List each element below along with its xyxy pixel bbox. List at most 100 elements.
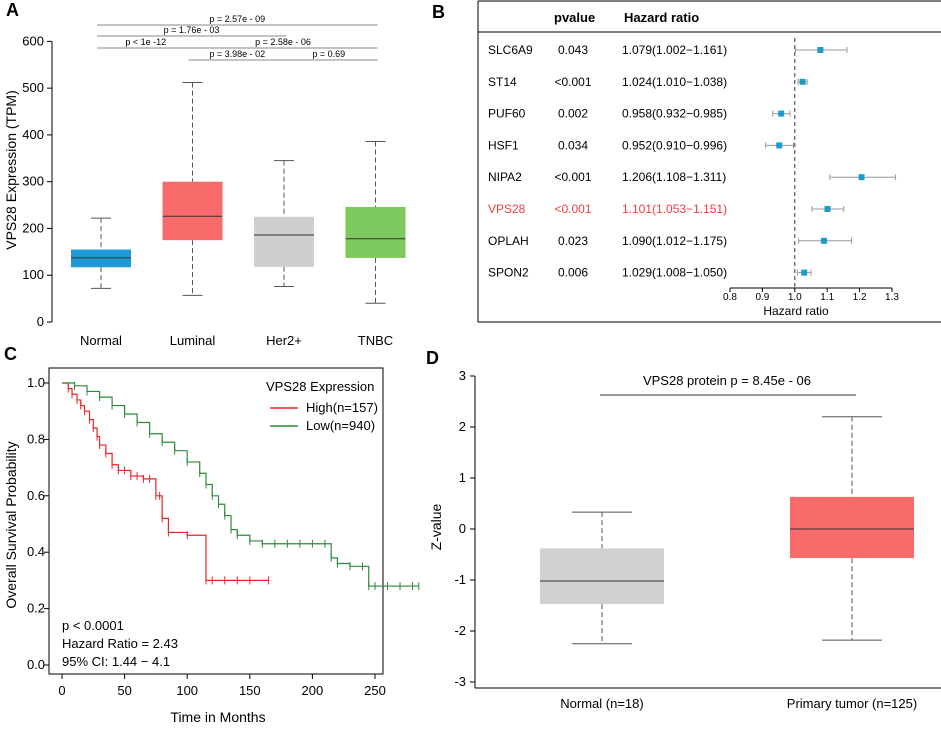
panel-a-ytick-label: 600 — [22, 33, 44, 48]
km-plot-frame — [48, 367, 384, 675]
forest-hr-text: 1.024(1.010−1.038) — [622, 75, 727, 89]
forest-pvalue: 0.034 — [558, 138, 588, 152]
km-ytick-label: 0.0 — [27, 657, 45, 672]
panel-a-ytick-label: 200 — [22, 220, 44, 235]
forest-hr-marker — [776, 142, 783, 149]
forest-xtick-label: 1.0 — [788, 292, 802, 303]
significance-label: p = 3.98e - 02 — [209, 49, 265, 59]
forest-xtick-label: 1.3 — [885, 292, 899, 303]
km-ytick-label: 0.4 — [27, 544, 45, 559]
forest-hr-marker — [820, 237, 827, 244]
significance-label: p = 2.57e - 09 — [209, 14, 265, 24]
forest-pvalue: 0.006 — [558, 266, 588, 280]
panel-a-boxplot: VPS28 Expression (TPM) 0 100 200 300 400 500 6… — [3, 14, 406, 348]
box-tnbc — [345, 206, 406, 258]
forest-hr-marker — [799, 78, 806, 85]
forest-hr-marker — [817, 47, 824, 53]
forest-xtick-label: 0.8 — [723, 292, 737, 303]
panel-b-forest: pvalue Hazard ratio Hazard ratio 0.8 0.9 1… — [477, 0, 941, 323]
km-xtick-label: 250 — [364, 683, 386, 698]
panel-d-ytick-label: 1 — [459, 470, 466, 485]
forest-hr-marker — [778, 110, 785, 117]
forest-hr-text: 1.079(1.002−1.161) — [622, 43, 727, 57]
km-curve-high — [62, 382, 269, 581]
panel-a-ytick-label: 500 — [22, 80, 44, 95]
forest-gene-label: HSF1 — [488, 138, 519, 152]
box-primary-tumor — [790, 496, 914, 559]
forest-xtick-label: 1.2 — [853, 292, 867, 303]
forest-hr-text: 1.090(1.012−1.175) — [622, 234, 727, 248]
forest-hr-marker — [824, 206, 831, 212]
panel-d-ytick-label: -3 — [454, 674, 466, 689]
significance-label: p = 0.69 — [312, 49, 345, 59]
forest-header-hr: Hazard ratio — [624, 10, 699, 25]
forest-hr-text: 1.029(1.008−1.050) — [622, 266, 727, 280]
panel-a-ylabel: VPS28 Expression (TPM) — [3, 90, 19, 250]
forest-xlabel: Hazard ratio — [763, 304, 829, 318]
panel-d-boxplot: Z-value VPS28 protein p = 8.45e - 06 3 2 1… — [428, 368, 941, 711]
significance-label: p < 1e -12 — [125, 37, 166, 47]
panel-a-ytick-label: 400 — [22, 127, 44, 142]
km-legend-label: Low(n=940) — [306, 418, 375, 433]
forest-pvalue: <0.001 — [554, 170, 591, 184]
km-ytick-label: 1.0 — [27, 375, 45, 390]
forest-hr-marker — [858, 174, 865, 181]
panel-a-ytick-label: 300 — [22, 174, 44, 189]
km-annotation-ci: 95% CI: 1.44 − 4.1 — [62, 654, 170, 669]
panel-a-xtick-label: Luminal — [170, 333, 216, 348]
panel-a-xtick-label: Her2+ — [266, 333, 302, 348]
panel-d-xtick-label: Normal (n=18) — [560, 696, 643, 711]
km-xtick-label: 0 — [58, 683, 65, 698]
forest-pvalue: 0.023 — [558, 234, 588, 248]
km-xtick-label: 100 — [176, 683, 198, 698]
forest-pvalue: <0.001 — [554, 202, 591, 216]
panel-d-ytick-label: 2 — [459, 419, 466, 434]
panel-d-xtick-label: Primary tumor (n=125) — [787, 696, 917, 711]
forest-hr-text: 0.952(0.910−0.996) — [622, 138, 727, 152]
panel-d-ytick-label: 3 — [459, 368, 466, 383]
panel-d-ytick-label: 0 — [459, 521, 466, 536]
km-annotation-p: p < 0.0001 — [62, 618, 124, 633]
km-legend-label: High(n=157) — [306, 400, 378, 415]
forest-header-pvalue: pvalue — [554, 10, 595, 25]
panel-c-km: Overall Survival Probability Time in Mon… — [3, 367, 420, 725]
km-annotation-hr: Hazard Ratio = 2.43 — [62, 636, 178, 651]
forest-hr-text: 1.101(1.053−1.151) — [622, 202, 727, 216]
forest-hr-marker — [801, 269, 808, 276]
panel-a-xtick-label: TNBC — [358, 333, 393, 348]
forest-gene-label: SLC6A9 — [488, 43, 533, 57]
forest-gene-label: VPS28 — [488, 202, 526, 216]
significance-label: p = 1.76e - 03 — [164, 25, 220, 35]
km-ytick-label: 0.6 — [27, 488, 45, 503]
forest-hr-text: 0.958(0.932−0.985) — [622, 107, 727, 121]
panel-d-ylabel: Z-value — [428, 503, 444, 550]
significance-label: p = 2.58e - 06 — [255, 37, 311, 47]
panel-label-d: D — [426, 348, 439, 368]
box-her2 — [254, 216, 314, 267]
forest-xtick-label: 0.9 — [755, 292, 769, 303]
box-normal — [540, 548, 664, 604]
km-xtick-label: 150 — [239, 683, 261, 698]
forest-gene-label: NIPA2 — [488, 170, 522, 184]
forest-pvalue: <0.001 — [554, 75, 591, 89]
forest-xtick-label: 1.1 — [820, 292, 834, 303]
box-luminal — [162, 181, 223, 241]
km-ylabel: Overall Survival Probability — [3, 441, 19, 608]
panel-a-xtick-label: Normal — [80, 333, 122, 348]
forest-hr-text: 1.206(1.108−1.311) — [622, 170, 726, 184]
forest-pvalue: 0.043 — [558, 43, 588, 57]
forest-gene-label: OPLAH — [488, 234, 529, 248]
forest-gene-label: SPON2 — [488, 266, 529, 280]
km-ytick-label: 0.8 — [27, 431, 45, 446]
panel-d-ytick-label: -1 — [454, 572, 466, 587]
panel-label-a: A — [6, 0, 19, 20]
panel-a-ytick-label: 100 — [22, 267, 44, 282]
panel-d-title: VPS28 protein p = 8.45e - 06 — [643, 373, 811, 388]
km-xtick-label: 50 — [117, 683, 131, 698]
forest-gene-label: ST14 — [488, 75, 517, 89]
forest-pvalue: 0.002 — [558, 107, 588, 121]
km-xtick-label: 200 — [302, 683, 324, 698]
forest-gene-label: PUF60 — [488, 107, 526, 121]
panel-label-c: C — [4, 344, 17, 364]
